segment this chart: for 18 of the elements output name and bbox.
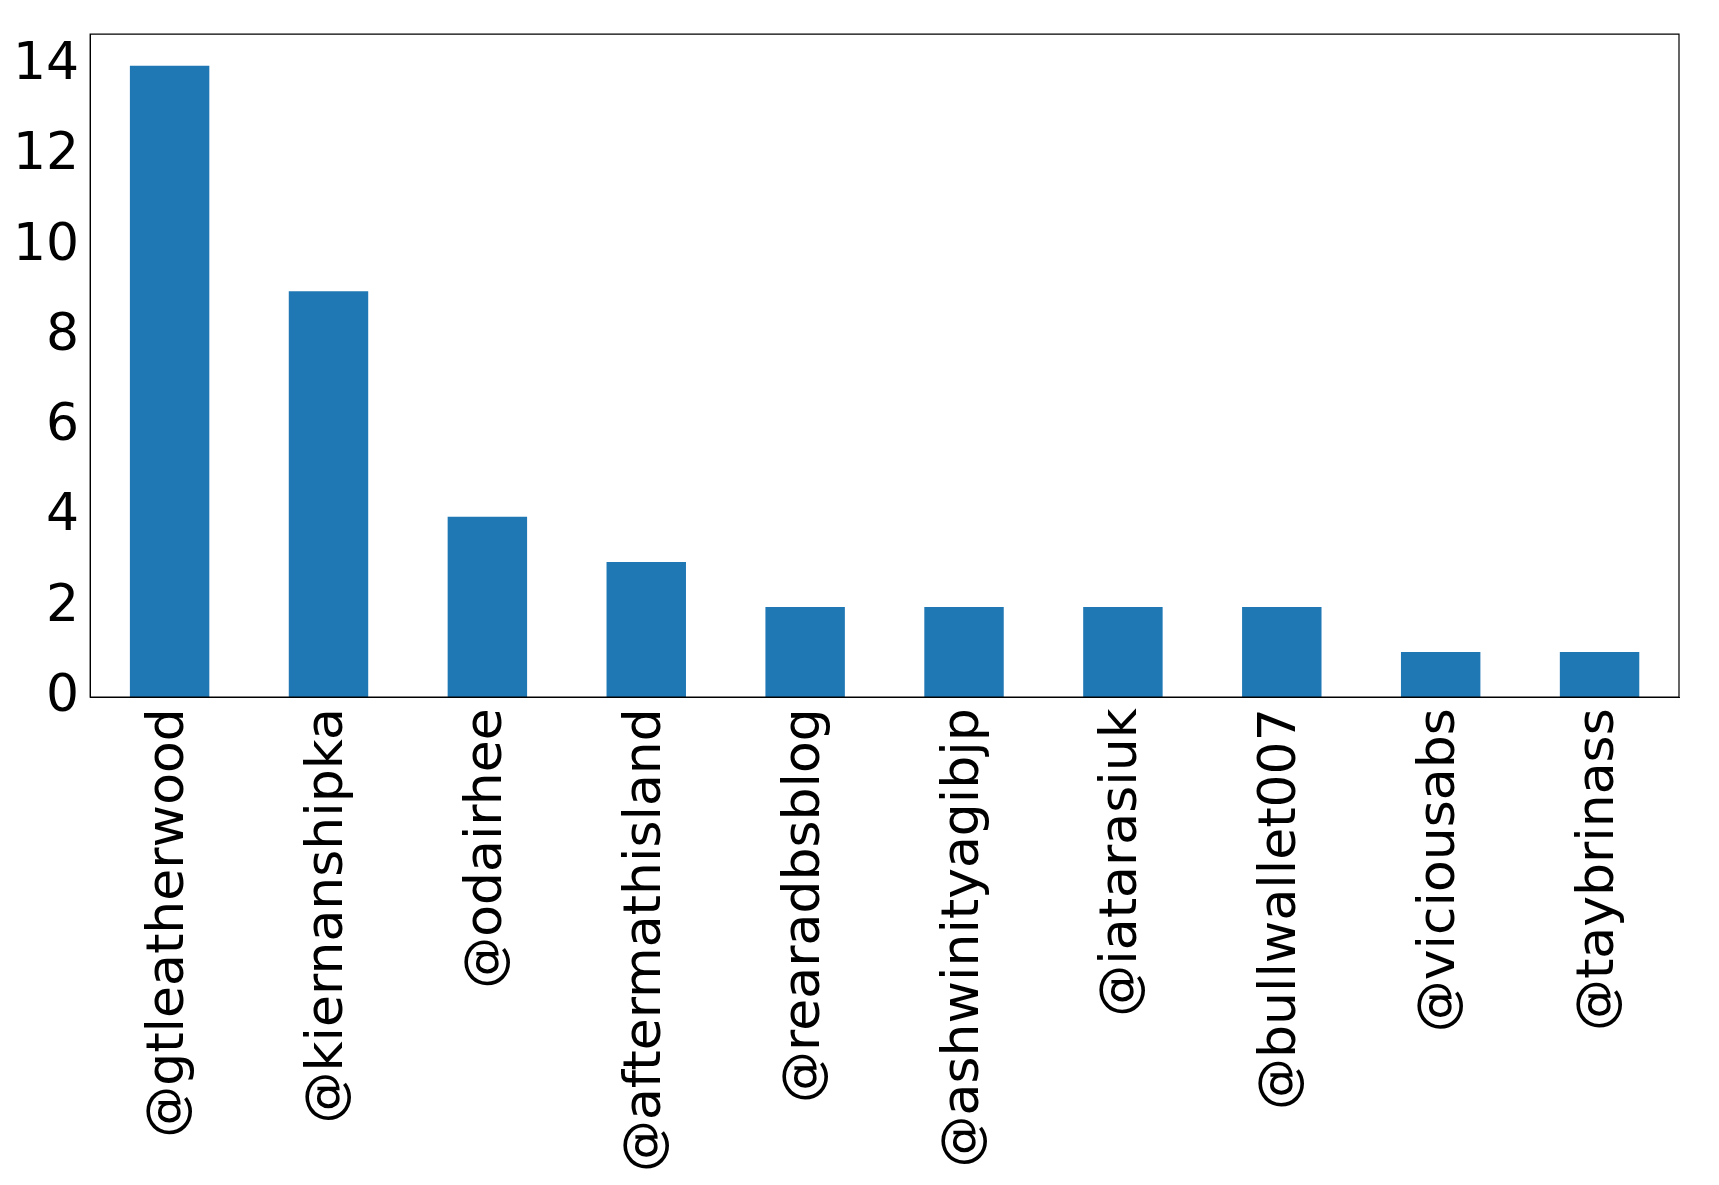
y-tick-label: 14 <box>13 31 80 92</box>
x-tick-label: @odairhee <box>452 708 513 989</box>
y-tick-label: 12 <box>13 121 80 182</box>
x-tick-label: @aftermathisland <box>611 708 672 1173</box>
y-tick-label: 4 <box>46 482 80 543</box>
y-tick-label: 8 <box>46 301 80 362</box>
x-tick-label: @kiernanshipka <box>294 708 355 1124</box>
x-tick-label: @viciousabs <box>1406 708 1467 1033</box>
y-tick-label: 2 <box>46 572 80 633</box>
y-tick-label: 0 <box>46 662 80 723</box>
y-tick-label: 6 <box>46 392 80 453</box>
y-tick-label: 10 <box>13 211 80 272</box>
x-tick-label: @ashwinityagibjp <box>929 708 990 1168</box>
x-tick-label: @taybrinass <box>1565 708 1626 1032</box>
x-tick-label: @iatarasiuk <box>1088 708 1149 1017</box>
x-tick-label: @gtleatherwood <box>135 708 196 1138</box>
x-tick-label: @rearadbsblog <box>770 708 831 1103</box>
x-tick-label: @bullwallet007 <box>1247 708 1308 1110</box>
